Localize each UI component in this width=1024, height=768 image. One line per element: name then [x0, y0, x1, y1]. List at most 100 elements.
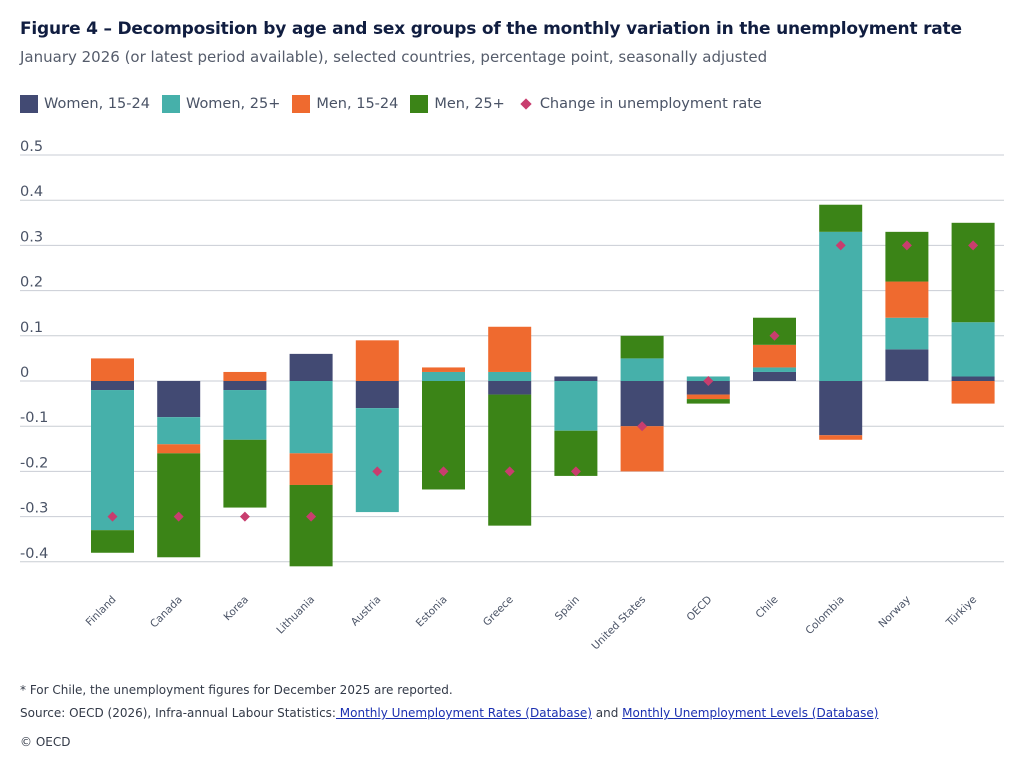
bar-women-25	[289, 381, 333, 454]
chart-title: Figure 4 – Decomposition by age and sex …	[20, 19, 962, 39]
change-marker	[438, 466, 449, 477]
chart-legend: Women, 15-24 Women, 25+ Men, 15-24 Men, …	[20, 95, 774, 113]
bar-men-15-24	[753, 344, 796, 368]
bar-women-15-24	[819, 381, 863, 436]
bar-women-15-24	[488, 381, 532, 395]
x-tick-label: Norway	[876, 594, 913, 631]
x-tick-label: Estonia	[414, 594, 450, 630]
legend-item-women-15-24[interactable]: Women, 15-24	[20, 95, 150, 113]
chart-copyright: © OECD	[20, 735, 71, 749]
y-tick-label: 0.5	[20, 139, 43, 155]
y-tick-label: 0.3	[20, 229, 43, 245]
bar-men-25	[686, 399, 730, 404]
bar-men-15-24	[885, 281, 929, 318]
bar-women-15-24	[686, 381, 730, 395]
change-marker	[835, 240, 846, 251]
bar-women-15-24	[951, 376, 995, 381]
bar-men-15-24	[819, 435, 863, 440]
x-tick-label: Finland	[84, 594, 119, 629]
change-marker	[372, 466, 383, 477]
bar-women-15-24	[91, 381, 134, 391]
bar-men-25	[885, 231, 929, 282]
bar-women-25	[223, 390, 267, 440]
legend-item-men-25[interactable]: Men, 25+	[410, 95, 505, 113]
x-tick-label: Korea	[221, 594, 251, 624]
change-marker	[769, 330, 780, 341]
y-tick-label: 0.1	[20, 320, 43, 336]
change-marker	[570, 466, 581, 477]
bar-women-25	[91, 390, 134, 531]
legend-swatch-women-15-24	[20, 95, 38, 113]
legend-swatch-women-25	[161, 95, 180, 113]
y-tick-label: -0.4	[20, 546, 48, 562]
source-link-unemployment-rates[interactable]: Monthly Unemployment Rates (Database)	[335, 706, 592, 720]
legend-item-change[interactable]: Change in unemployment rate	[517, 96, 762, 112]
y-tick-label: 0.2	[20, 275, 43, 291]
legend-label-women-25: Women, 25+	[185, 96, 281, 112]
legend-swatch-men-25	[410, 95, 429, 113]
bar-men-25	[91, 530, 134, 553]
bar-women-25	[157, 417, 201, 445]
x-tick-label: Türkiye	[943, 594, 979, 630]
source-middle: and	[591, 706, 623, 720]
x-tick-label: Colombia	[803, 594, 846, 637]
bar-women-25	[753, 367, 796, 372]
change-marker	[637, 421, 648, 432]
source-link-unemployment-levels[interactable]: Monthly Unemployment Levels (Database)	[622, 706, 879, 720]
bar-women-25	[355, 408, 399, 513]
legend-label-men-15-24: Men, 15-24	[316, 96, 399, 112]
bar-women-25	[951, 322, 995, 377]
legend-item-women-25[interactable]: Women, 25+	[161, 95, 281, 113]
bar-men-15-24	[289, 453, 333, 485]
bar-men-25	[223, 439, 267, 508]
source-prefix: Source: OECD (2026), Infra-annual Labour…	[20, 706, 336, 720]
bar-women-25	[488, 371, 532, 381]
bar-men-15-24	[223, 371, 267, 381]
bar-women-25	[819, 231, 863, 381]
change-marker	[968, 240, 979, 251]
y-tick-label: 0.4	[20, 184, 43, 200]
bar-women-15-24	[223, 381, 267, 391]
bar-men-15-24	[686, 394, 730, 400]
x-tick-label: Lithuania	[274, 594, 317, 637]
bar-women-25	[885, 317, 929, 350]
bar-men-15-24	[488, 326, 532, 372]
bar-women-15-24	[554, 376, 598, 381]
bar-women-15-24	[355, 381, 399, 409]
bar-men-15-24	[157, 444, 201, 454]
legend-label-change: Change in unemployment rate	[539, 96, 762, 112]
bar-men-25	[951, 222, 995, 323]
bar-women-25	[554, 381, 598, 431]
bar-women-15-24	[753, 371, 796, 381]
change-marker	[239, 511, 250, 522]
change-marker	[504, 466, 515, 477]
bar-women-25	[620, 358, 664, 381]
y-tick-label: -0.2	[20, 455, 48, 471]
legend-diamond-icon	[520, 98, 532, 110]
bar-women-15-24	[289, 353, 333, 381]
legend-item-men-15-24[interactable]: Men, 15-24	[292, 95, 398, 113]
bar-women-25	[422, 371, 465, 381]
bar-women-15-24	[885, 349, 929, 381]
stacked-bar-chart: 0.5 0.4 0.3 0.2 0.1 0 -0.1 -0.2 -0.3 -0.4 Finland C…	[20, 139, 1004, 653]
bar-men-15-24	[422, 367, 465, 372]
change-marker	[703, 376, 714, 386]
chart-subtitle: January 2026 (or latest period available…	[20, 48, 768, 66]
bar-men-25	[620, 335, 664, 359]
legend-label-women-15-24: Women, 15-24	[44, 96, 150, 112]
bar-men-15-24	[951, 381, 995, 404]
bar-men-25	[819, 204, 863, 232]
x-tick-label: United States	[589, 594, 648, 653]
x-tick-label: Chile	[754, 594, 781, 621]
bar-men-25	[289, 484, 333, 567]
bar-men-15-24	[91, 358, 134, 381]
y-tick-label: -0.3	[20, 501, 48, 517]
legend-label-men-25: Men, 25+	[434, 96, 505, 112]
bar-women-15-24	[620, 381, 664, 427]
x-tick-label: Canada	[148, 594, 185, 631]
bar-men-15-24	[620, 426, 664, 472]
bar-women-15-24	[157, 381, 201, 418]
x-tick-label: OECD	[684, 594, 714, 624]
change-marker	[901, 240, 912, 251]
chart-source: Source: OECD (2026), Infra-annual Labour…	[20, 706, 878, 720]
